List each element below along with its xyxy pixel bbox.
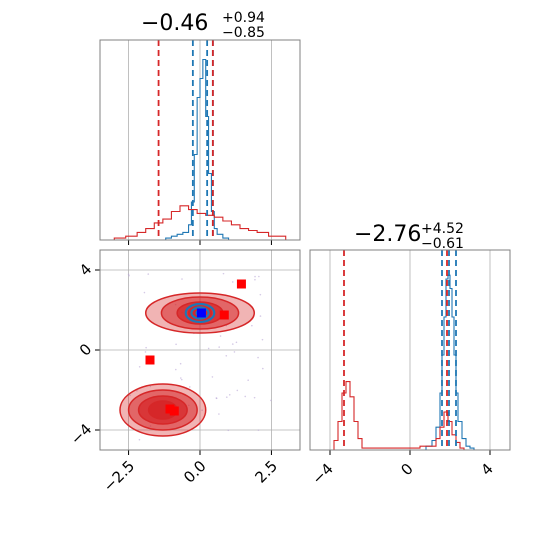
hist2-title-upper: +4.52 [421, 221, 464, 237]
y-tick-label: −4 [67, 420, 95, 448]
sample-point [149, 385, 152, 388]
sample-point [215, 397, 218, 400]
hist2-title: −2.76 [354, 222, 421, 247]
sample-point [258, 275, 260, 278]
sample-point [145, 346, 147, 349]
hist2-title-lower: −0.61 [421, 236, 464, 252]
contour-blue [190, 306, 210, 320]
hist1-title-upper: +0.94 [222, 10, 265, 26]
sample-point [179, 377, 182, 379]
sample-point [127, 273, 130, 276]
sample-point [147, 273, 150, 275]
sample-point [261, 367, 264, 370]
sample-point [227, 429, 230, 432]
sample-point [228, 393, 231, 396]
x-tick-label: 2.5 [251, 457, 281, 487]
sample-point [129, 394, 131, 397]
x-tick-label: 0 [397, 460, 416, 479]
y-tick-label: 0 [76, 340, 95, 359]
sample-point [211, 376, 214, 378]
marker-red [236, 279, 246, 289]
sample-point [257, 356, 259, 359]
contour-blue [184, 302, 216, 324]
histogram-series-red [113, 205, 287, 240]
sample-point [270, 399, 272, 402]
sample-point [253, 396, 256, 399]
sample-point [231, 281, 234, 283]
marker-blue [196, 308, 206, 318]
sample-point [225, 396, 228, 398]
sample-point [225, 354, 228, 357]
sample-point [219, 335, 222, 337]
sample-point [218, 346, 220, 348]
sample-point [247, 379, 249, 381]
hist1-title-lower: −0.85 [222, 25, 265, 41]
sample-point [144, 351, 147, 353]
x-tick-label: −2.5 [100, 457, 138, 495]
sample-point [128, 274, 130, 277]
histogram-series-red [333, 381, 465, 450]
sample-point [254, 275, 256, 278]
marker-red [145, 355, 155, 365]
sample-point [138, 438, 141, 441]
sample-point [218, 413, 220, 415]
sample-point [251, 324, 253, 327]
marker-red [219, 310, 229, 320]
sample-point [174, 368, 177, 371]
sample-point [235, 341, 238, 344]
sample-point [257, 429, 260, 431]
sample-point [259, 315, 262, 317]
sample-point [254, 278, 256, 281]
sample-point [179, 362, 182, 365]
sample-point [233, 351, 236, 353]
sample-point [201, 409, 203, 412]
sample-point [207, 347, 210, 350]
sample-point [181, 278, 183, 280]
panel-frame [309, 249, 511, 451]
sample-point [231, 343, 234, 345]
sample-point [138, 365, 141, 368]
hist1-title: −0.46 [141, 11, 208, 36]
sample-point [222, 272, 225, 275]
histogram-series-blue [165, 58, 230, 240]
histogram-param2: −4 0 4 [308, 249, 511, 488]
sample-point [188, 386, 191, 388]
x-tick-label: 0.0 [180, 457, 210, 487]
sample-point [180, 378, 183, 381]
sample-point [259, 293, 262, 296]
panel-frame [99, 39, 301, 241]
sample-point [236, 389, 239, 392]
histogram-param1 [99, 39, 301, 245]
x-tick-label: −4 [308, 460, 336, 488]
x-tick-label: 4 [477, 460, 496, 479]
marker-red [169, 406, 179, 416]
joint-contour-panel: −2.5 0.0 2.5 −4 0 4 [67, 249, 301, 495]
panel-frame [99, 249, 301, 451]
y-tick-label: 4 [76, 260, 95, 279]
sample-point [175, 343, 177, 346]
sample-point [244, 395, 247, 398]
histogram-series-blue [425, 274, 475, 450]
sample-point [261, 338, 264, 341]
sample-point [136, 389, 138, 392]
sample-point [143, 291, 146, 294]
